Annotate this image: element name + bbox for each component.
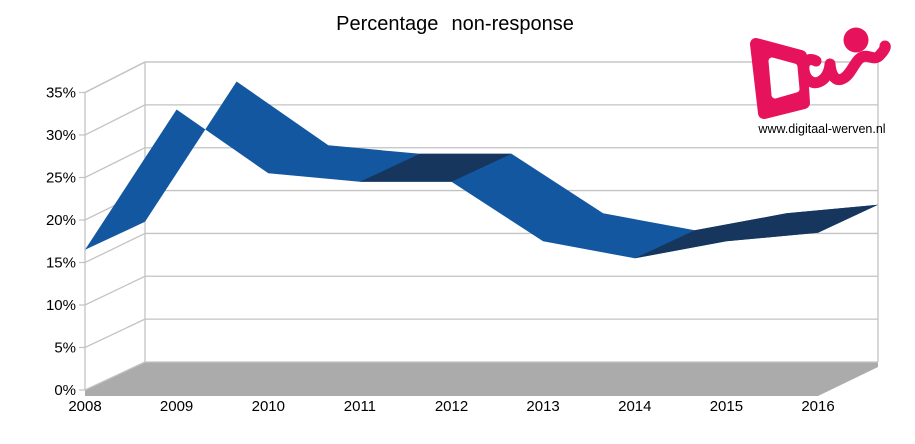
data-ribbon [85,81,878,259]
y-tick-label: 25% [46,170,76,187]
x-tick-label: 2013 [526,398,559,415]
y-tick-label: 5% [54,340,76,357]
x-tick-label: 2010 [252,398,285,415]
x-tick-label: 2016 [801,398,834,415]
ribbon-dark-facet [359,153,512,182]
ribbon-dark-facet [726,204,878,242]
y-tick-label: 20% [46,212,76,229]
y-tick-label: 35% [46,85,76,102]
y-tick-label: 0% [54,382,76,399]
y-tick-label: 10% [46,297,76,314]
gridline [79,147,146,179]
logo-dot-icon [843,27,869,53]
y-axis-labels: 0% 5% 10% 15% 20% 25% 30% 35% [46,85,76,400]
logo-d-hole [768,57,800,99]
x-tick-label: 2012 [435,398,468,415]
x-axis-labels: 2008 2009 2010 2011 2012 2013 2014 2015 … [68,398,834,415]
logo-swoosh-stroke [824,40,891,86]
left-wall-top-edge [84,61,146,94]
ribbon-dark-facet [634,213,787,259]
x-tick-label: 2008 [68,398,101,415]
x-tick-label: 2015 [710,398,743,415]
chart-title: Percentage non-response [336,13,574,35]
chart-floor [85,362,878,396]
gridline [79,104,146,136]
y-tick-label: 15% [46,255,76,272]
x-tick-label: 2011 [344,398,376,415]
y-tick-label: 30% [46,127,76,144]
gridline [79,318,146,349]
ribbon-main-surface [85,81,878,259]
x-tick-label: 2014 [618,398,651,415]
logo-url-text: www.digitaal-werven.nl [757,122,885,136]
digitaal-werven-logo: www.digitaal-werven.nl [750,27,891,136]
gridline [79,275,146,306]
x-tick-label: 2009 [160,398,193,415]
